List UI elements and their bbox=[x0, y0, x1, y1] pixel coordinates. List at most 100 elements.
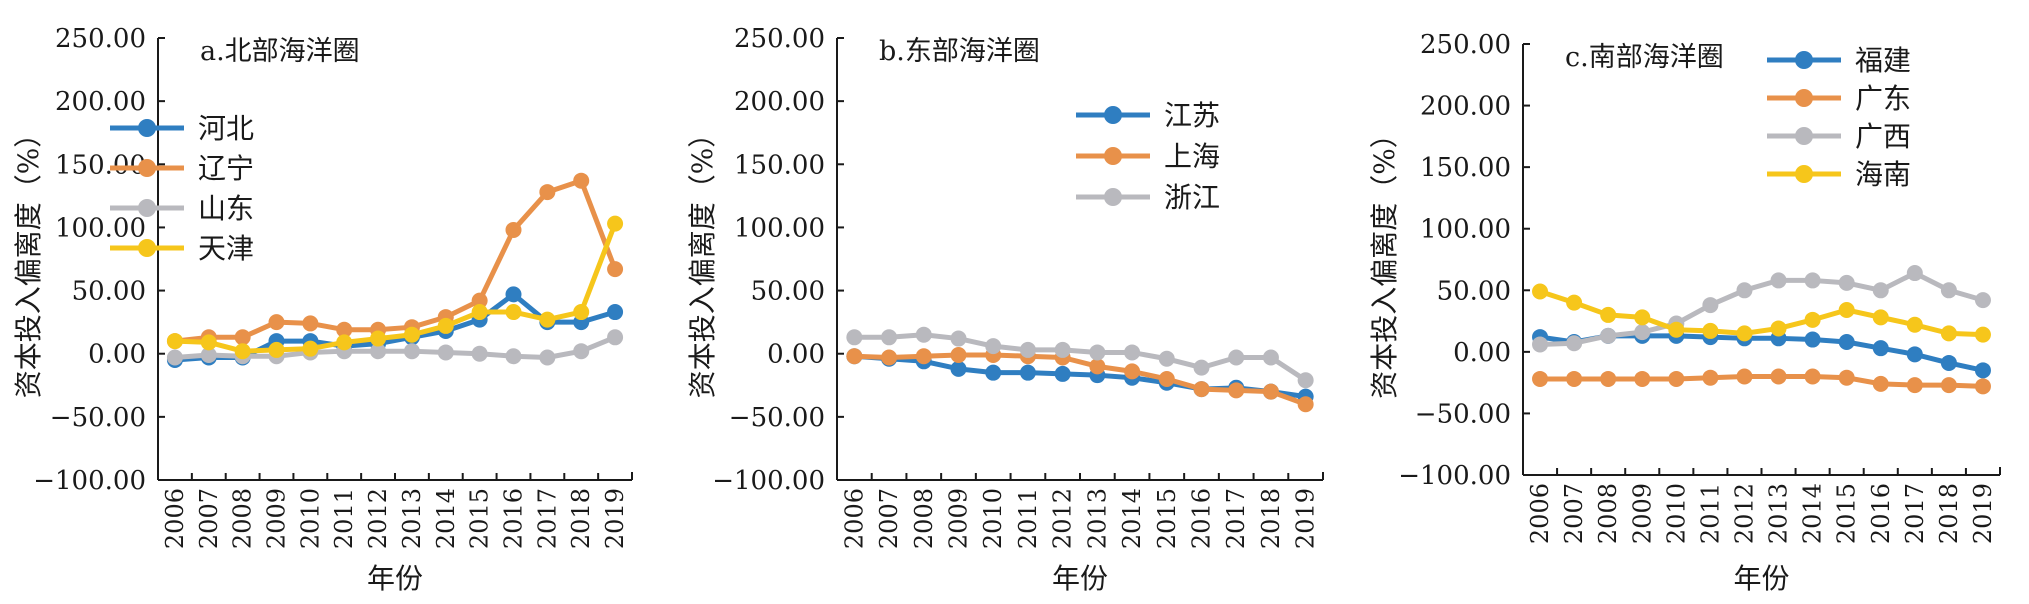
data-point bbox=[1906, 265, 1923, 282]
y-axis-title: 资本投入偏离度（%） bbox=[686, 120, 719, 399]
y-tick-label: −100.00 bbox=[33, 466, 146, 496]
legend-label: 河北 bbox=[198, 112, 254, 145]
x-tick-label: 2019 bbox=[1969, 483, 1997, 544]
y-tick-label: −50.00 bbox=[729, 403, 825, 433]
data-point bbox=[1193, 381, 1210, 398]
data-point bbox=[1906, 316, 1923, 333]
data-point bbox=[607, 304, 624, 321]
y-tick-label: 50.00 bbox=[72, 277, 146, 307]
y-tick-label: 0.00 bbox=[1453, 338, 1511, 368]
data-point bbox=[915, 326, 932, 343]
data-point bbox=[1297, 396, 1314, 413]
x-tick-label: 2013 bbox=[1083, 488, 1111, 549]
data-point bbox=[1940, 325, 1957, 342]
x-tick-label: 2017 bbox=[533, 488, 561, 549]
data-point bbox=[1566, 294, 1583, 311]
data-point bbox=[403, 326, 420, 343]
data-point bbox=[1974, 326, 1991, 343]
data-point bbox=[471, 345, 488, 362]
data-point bbox=[1228, 382, 1245, 399]
x-tick-label: 2014 bbox=[1799, 483, 1827, 544]
data-point bbox=[234, 329, 251, 346]
data-point bbox=[505, 304, 522, 321]
x-tick-label: 2008 bbox=[229, 488, 257, 549]
legend-label: 福建 bbox=[1855, 44, 1911, 77]
x-tick-label: 2007 bbox=[1560, 483, 1588, 544]
data-point bbox=[1668, 321, 1685, 338]
x-tick-label: 2008 bbox=[1594, 483, 1622, 544]
data-point bbox=[1600, 327, 1617, 344]
x-tick-label: 2015 bbox=[1153, 488, 1181, 549]
x-tick-label: 2012 bbox=[1730, 483, 1758, 544]
data-point bbox=[1566, 370, 1583, 387]
data-point bbox=[1262, 383, 1279, 400]
panel-title: c.南部海洋圈 bbox=[1565, 42, 1724, 73]
data-point bbox=[881, 349, 898, 366]
x-tick-label: 2019 bbox=[601, 488, 629, 549]
data-point bbox=[336, 334, 353, 351]
data-point bbox=[985, 364, 1002, 381]
data-point bbox=[505, 286, 522, 303]
x-tick-label: 2008 bbox=[910, 488, 938, 549]
data-point bbox=[437, 317, 454, 334]
y-tick-label: 100.00 bbox=[55, 213, 146, 243]
x-tick-label: 2017 bbox=[1901, 483, 1929, 544]
data-point bbox=[1940, 354, 1957, 371]
data-point bbox=[1770, 272, 1787, 289]
data-point bbox=[1838, 274, 1855, 291]
y-tick-label: 0.00 bbox=[88, 340, 146, 370]
x-tick-label: 2010 bbox=[979, 488, 1007, 549]
data-point bbox=[1804, 272, 1821, 289]
y-tick-label: 100.00 bbox=[734, 213, 825, 243]
x-tick-label: 2007 bbox=[875, 488, 903, 549]
data-point bbox=[1736, 325, 1753, 342]
data-point bbox=[1736, 368, 1753, 385]
data-point bbox=[1566, 335, 1583, 352]
data-point bbox=[1940, 282, 1957, 299]
x-tick-label: 2010 bbox=[1662, 483, 1690, 544]
x-tick-label: 2015 bbox=[466, 488, 494, 549]
data-point bbox=[1089, 358, 1106, 375]
x-tick-label: 2014 bbox=[1118, 488, 1146, 549]
x-tick-label: 2009 bbox=[945, 488, 973, 549]
data-point bbox=[607, 329, 624, 346]
data-point bbox=[1702, 369, 1719, 386]
data-point bbox=[985, 338, 1002, 355]
legend-marker bbox=[1795, 51, 1813, 69]
y-axis-title: 资本投入偏离度（%） bbox=[12, 120, 45, 399]
legend-marker bbox=[138, 119, 156, 137]
data-point bbox=[200, 334, 217, 351]
data-point bbox=[1872, 340, 1889, 357]
x-tick-label: 2016 bbox=[1188, 488, 1216, 549]
panel-title: b.东部海洋圈 bbox=[879, 36, 1040, 67]
panel-title: a.北部海洋圈 bbox=[200, 36, 360, 67]
data-point bbox=[1872, 309, 1889, 326]
legend-entry: 江苏 bbox=[1076, 99, 1220, 132]
data-point bbox=[1770, 320, 1787, 337]
y-tick-label: −50.00 bbox=[50, 403, 146, 433]
data-point bbox=[268, 341, 285, 358]
data-point bbox=[1054, 365, 1071, 382]
x-tick-label: 2015 bbox=[1833, 483, 1861, 544]
data-point bbox=[1804, 368, 1821, 385]
data-point bbox=[1804, 311, 1821, 328]
data-point bbox=[1974, 362, 1991, 379]
data-point bbox=[200, 346, 217, 363]
legend-label: 广西 bbox=[1855, 120, 1911, 153]
data-point bbox=[505, 348, 522, 365]
x-tick-label: 2011 bbox=[330, 488, 358, 549]
x-axis-title: 年份 bbox=[1052, 562, 1108, 595]
data-point bbox=[1297, 372, 1314, 389]
data-point bbox=[1702, 322, 1719, 339]
panel-1: 250.00 200.00 150.00 100.00 50.00 0.00 −50.00 −… bbox=[12, 24, 633, 595]
data-point bbox=[950, 360, 967, 377]
y-tick-label: 150.00 bbox=[55, 150, 146, 180]
data-point bbox=[1532, 370, 1549, 387]
y-tick-label: 250.00 bbox=[1420, 30, 1511, 60]
data-point bbox=[1838, 301, 1855, 318]
data-point bbox=[1634, 309, 1651, 326]
x-tick-label: 2012 bbox=[364, 488, 392, 549]
data-point bbox=[950, 330, 967, 347]
data-point bbox=[1736, 282, 1753, 299]
data-point bbox=[403, 343, 420, 360]
